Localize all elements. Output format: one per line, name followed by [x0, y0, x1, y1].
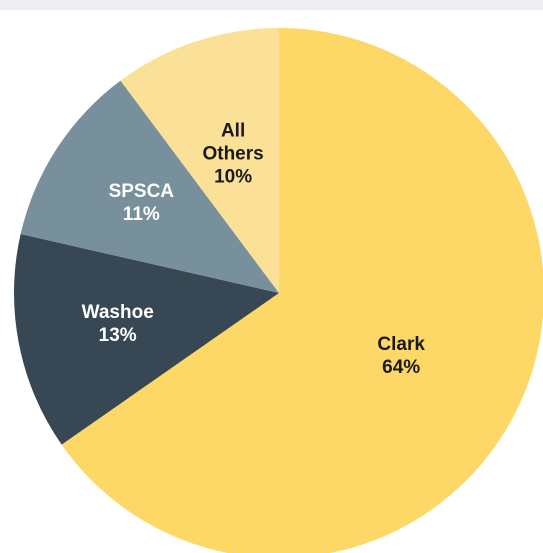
top-band — [0, 0, 543, 10]
slice-name-label: Others — [202, 144, 263, 165]
pie-slice-washoe — [13, 234, 279, 445]
slice-label-all-others: All Others 10% — [202, 121, 263, 188]
pie-slice-all-others — [120, 28, 279, 293]
pie-slice-clark — [61, 28, 543, 553]
pie-slice-spsca — [20, 80, 279, 293]
slice-label-clark: Clark 64% — [377, 334, 425, 378]
slice-value-label: 13% — [99, 325, 137, 346]
slice-value-label: 10% — [214, 167, 252, 188]
slice-value-label: 11% — [123, 204, 160, 225]
slice-name-label: Washoe — [82, 302, 154, 323]
slice-name-label: All — [221, 121, 245, 142]
labels-layer: Clark 64% Washoe 13% SPSCA 11% All Others 10% — [82, 121, 426, 379]
slice-name-label: Clark — [377, 334, 425, 355]
slice-value-label: 64% — [382, 357, 420, 378]
slice-label-spsca: SPSCA 11% — [109, 181, 175, 225]
slices-layer — [13, 28, 543, 553]
slice-label-washoe: Washoe 13% — [82, 302, 154, 346]
slice-name-label: SPSCA — [109, 181, 175, 202]
